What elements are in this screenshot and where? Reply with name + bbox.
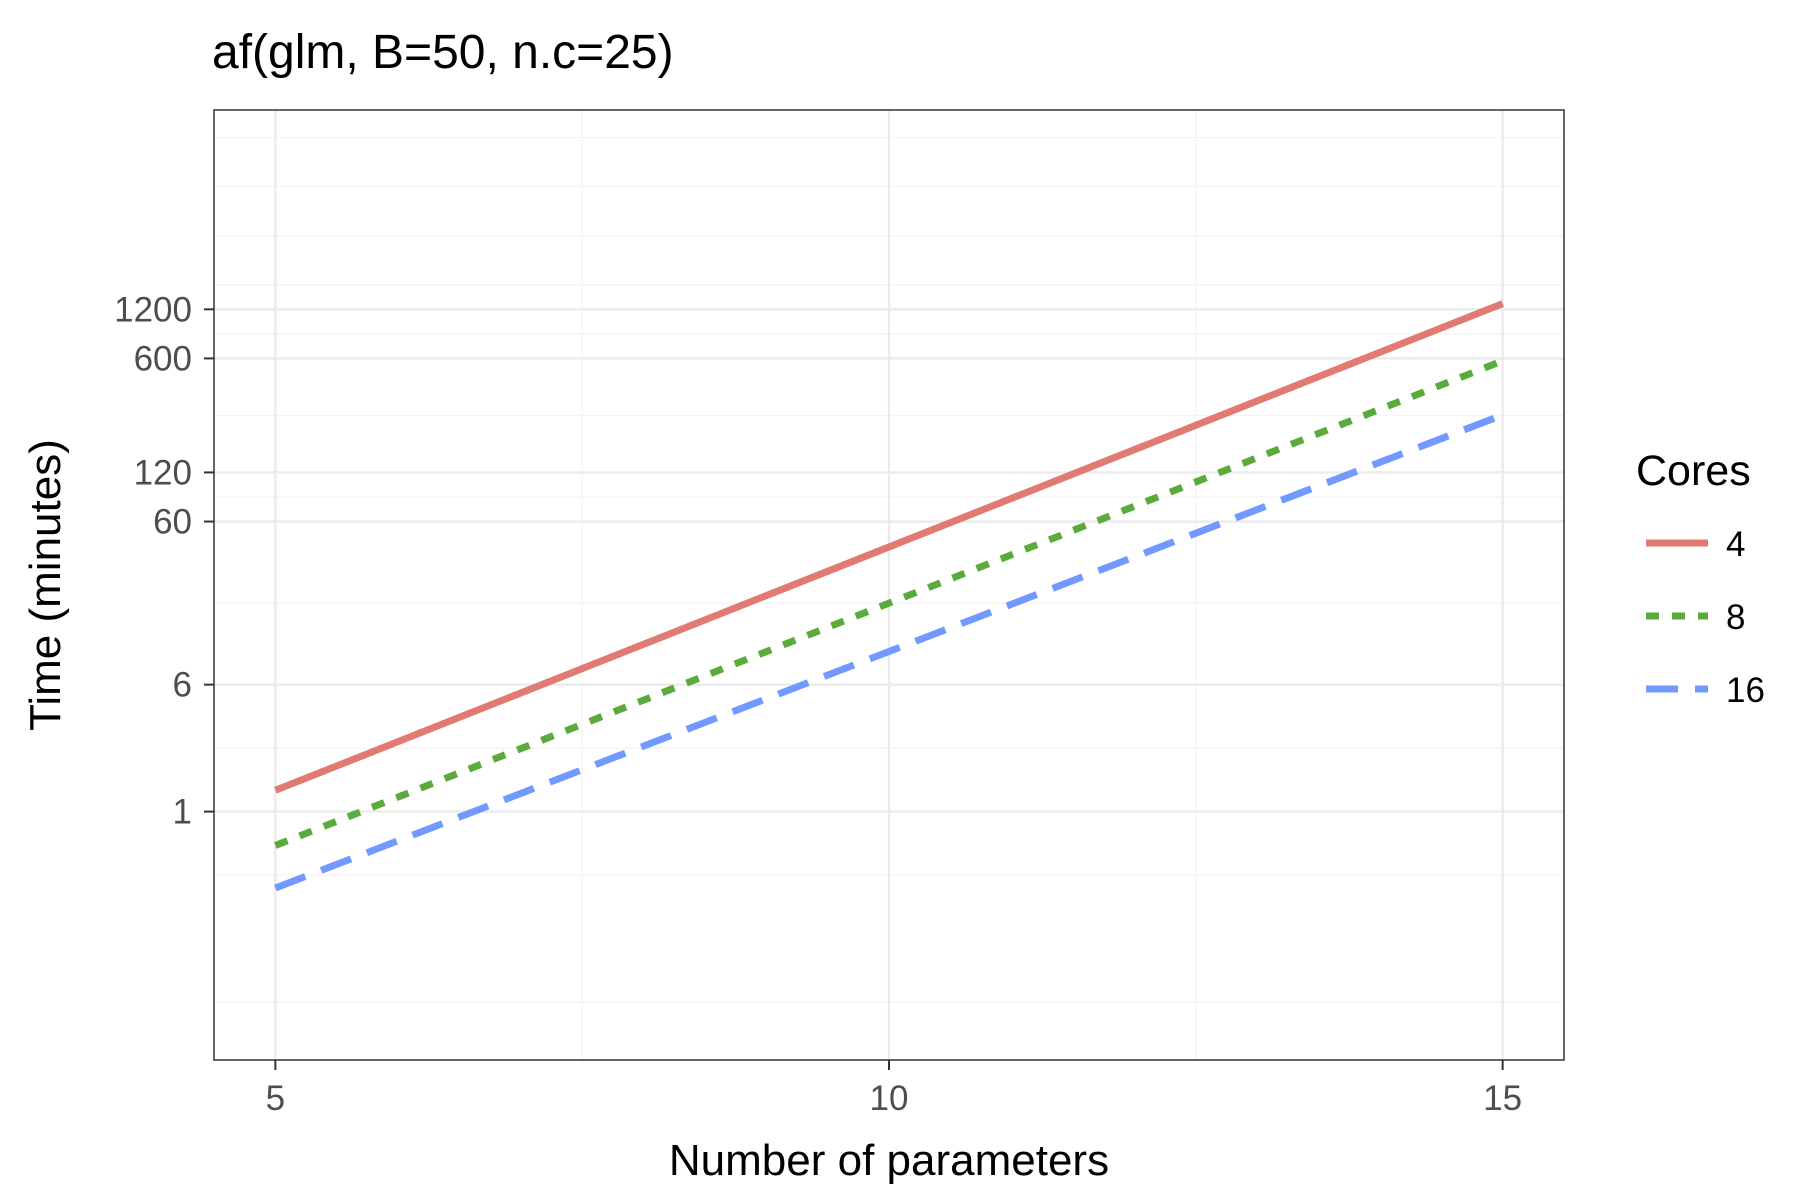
x-tick-label: 5 (266, 1079, 285, 1118)
y-tick-label: 600 (134, 339, 192, 378)
y-tick-label: 60 (153, 503, 192, 542)
legend: Cores 4 8 16 (1636, 447, 1765, 710)
legend-label-4: 4 (1726, 525, 1745, 564)
y-tick-label: 1200 (114, 290, 192, 329)
series-lines (274, 300, 1504, 892)
x-axis-label: Number of parameters (669, 1136, 1109, 1185)
major-gridlines (214, 110, 1564, 1060)
legend-label-16: 16 (1726, 671, 1765, 710)
y-tick-label: 6 (173, 666, 192, 705)
chart-title: af(glm, B=50, n.c=25) (212, 26, 674, 79)
series-line-4 (274, 300, 1504, 794)
x-tick-label: 10 (870, 1079, 909, 1118)
y-tick-label: 1 (173, 793, 192, 832)
y-tick-label: 120 (134, 453, 192, 492)
legend-label-8: 8 (1726, 598, 1745, 637)
x-axis-ticks: 5 10 15 (266, 1060, 1522, 1118)
y-axis-ticks: 1 6 60 120 600 1200 (114, 290, 214, 832)
x-tick-label: 15 (1483, 1079, 1522, 1118)
legend-items: 4 8 16 (1646, 525, 1765, 710)
legend-title: Cores (1636, 447, 1751, 495)
y-axis-label: Time (minutes) (21, 439, 70, 731)
series-line-16 (274, 411, 1504, 892)
series-line-8 (274, 357, 1504, 849)
